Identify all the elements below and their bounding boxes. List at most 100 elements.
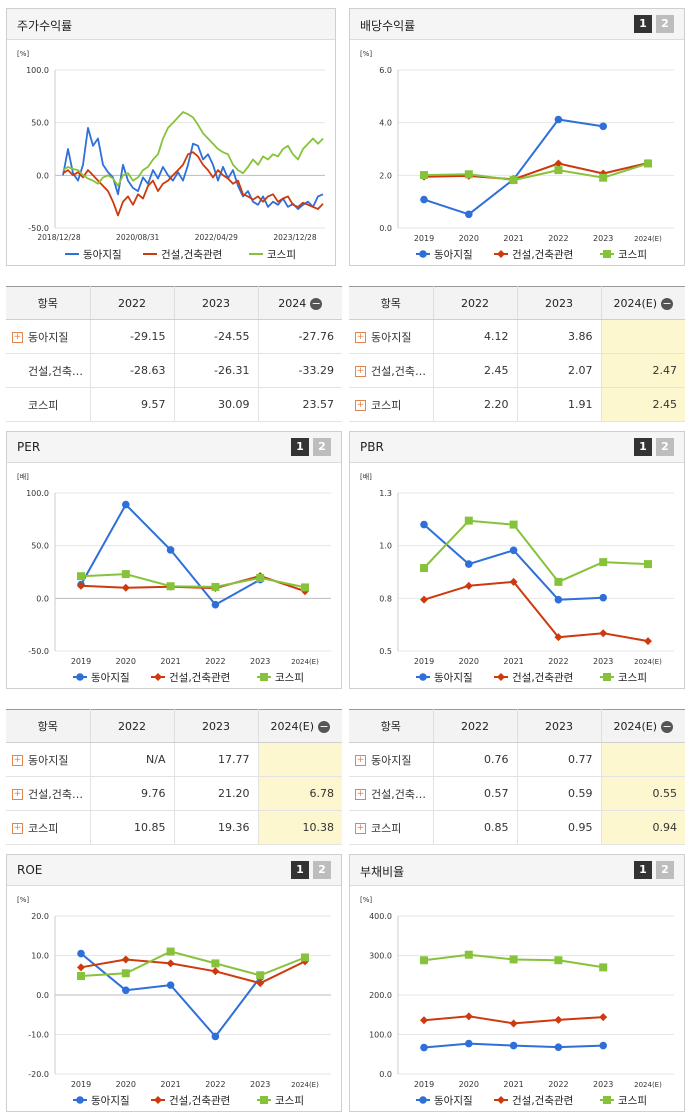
- x-tick-label: 2019: [414, 1080, 434, 1089]
- legend-label[interactable]: 코스피: [267, 249, 296, 261]
- row-label: + 동아지질: [6, 319, 90, 354]
- legend-label[interactable]: 건설,건축관련: [512, 672, 573, 684]
- data-point: [122, 986, 130, 995]
- x-tick-label: 2020: [116, 657, 136, 666]
- legend-label[interactable]: 동아지질: [434, 1095, 473, 1107]
- row-label: + 코스피: [349, 810, 433, 845]
- legend-label[interactable]: 건설,건축관련: [161, 249, 222, 261]
- data-point: [211, 959, 220, 968]
- expand-icon[interactable]: +: [355, 400, 366, 411]
- value-cell: 23.57: [257, 387, 342, 422]
- data-point: [420, 171, 428, 180]
- y-tick-label: 0.0: [36, 171, 49, 180]
- unit-label: [%]: [17, 50, 29, 58]
- y-tick-label: 0.0: [36, 991, 49, 1000]
- debt-ratio-card: 부채비율 1 2 [%] 400.0 300.0 200.0 100.0 0.0 2019 2…: [349, 854, 685, 1112]
- value-cell: -28.63: [89, 353, 174, 388]
- page-2-button[interactable]: 2: [656, 861, 674, 879]
- expand-icon[interactable]: +: [12, 332, 23, 343]
- data-point: [256, 573, 265, 582]
- legend-label[interactable]: 코스피: [618, 672, 647, 684]
- y-tick-label: 50.0: [31, 119, 49, 128]
- table-row: + 동아지질 N/A 17.77: [6, 742, 342, 777]
- header-year: 2024−: [257, 286, 342, 320]
- data-point: [554, 633, 563, 642]
- page-1-button[interactable]: 1: [634, 861, 652, 879]
- legend-label[interactable]: 코스피: [275, 1095, 304, 1107]
- collapse-icon[interactable]: −: [318, 719, 331, 733]
- legend-label[interactable]: 코스피: [618, 1095, 647, 1107]
- legend-label[interactable]: 코스피: [618, 249, 647, 261]
- data-point: [554, 159, 563, 168]
- legend-label[interactable]: 동아지질: [434, 672, 473, 684]
- page-1-button[interactable]: 1: [634, 438, 652, 456]
- expand-icon[interactable]: +: [355, 332, 366, 343]
- y-tick-label: 20.0: [31, 912, 49, 921]
- expand-icon[interactable]: +: [355, 755, 366, 766]
- value-cell: 19.36: [173, 810, 258, 845]
- page-2-button[interactable]: 2: [656, 15, 674, 33]
- expand-icon[interactable]: +: [355, 823, 366, 834]
- row-label: + 건설,건축…: [6, 776, 90, 811]
- data-point: [419, 673, 427, 681]
- x-tick-label: 2021: [160, 1080, 180, 1089]
- table-row: + 건설,건축… 2.45 2.07 2.47: [349, 353, 685, 388]
- legend: 동아지질 건설,건축관련 코스피: [73, 672, 304, 684]
- page-2-button[interactable]: 2: [656, 438, 674, 456]
- data-point: [465, 1039, 473, 1048]
- legend-label[interactable]: 건설,건축관련: [169, 1095, 230, 1107]
- collapse-icon[interactable]: −: [661, 719, 674, 733]
- expand-icon[interactable]: +: [12, 755, 23, 766]
- expand-icon[interactable]: +: [355, 366, 366, 377]
- series-2: [77, 947, 309, 981]
- value-cell: 2.45: [432, 353, 517, 388]
- legend: 동아지질 건설,건축관련 코스피: [416, 1095, 647, 1107]
- y-tick-label: 100.0: [26, 489, 49, 498]
- page-1-button[interactable]: 1: [291, 438, 309, 456]
- data-point: [603, 250, 611, 258]
- x-tick-label: 2021: [503, 1080, 523, 1089]
- y-tick-label: 6.0: [379, 66, 392, 75]
- y-tick-label: 10.0: [31, 952, 49, 961]
- data-point: [419, 250, 427, 258]
- series-0: [62, 127, 324, 210]
- y-tick-label: 0.0: [379, 224, 392, 233]
- data-point: [77, 963, 85, 972]
- expand-icon[interactable]: +: [12, 823, 23, 834]
- series-0: [420, 520, 607, 604]
- x-tick-label: 2019: [414, 234, 434, 243]
- series-2: [420, 516, 652, 586]
- legend-label[interactable]: 동아지질: [91, 672, 130, 684]
- data-point: [420, 195, 428, 204]
- data-point: [256, 979, 265, 988]
- page-2-button[interactable]: 2: [313, 438, 331, 456]
- legend-label[interactable]: 코스피: [275, 672, 304, 684]
- legend-label[interactable]: 동아지질: [83, 249, 122, 261]
- y-tick-label: 0.0: [379, 1070, 392, 1079]
- data-point: [154, 1096, 162, 1104]
- data-point: [554, 1043, 563, 1051]
- page-1-button[interactable]: 1: [291, 861, 309, 879]
- legend-label[interactable]: 건설,건축관련: [169, 672, 230, 684]
- data-point: [464, 1012, 473, 1021]
- unit-label: [배]: [17, 472, 29, 481]
- card-title: ROE: [17, 863, 43, 877]
- x-tick-label: 2022: [205, 1080, 225, 1089]
- collapse-icon[interactable]: −: [661, 296, 674, 310]
- expand-icon[interactable]: +: [355, 789, 366, 800]
- legend-label[interactable]: 건설,건축관련: [512, 1095, 573, 1107]
- roe-card: ROE 1 2 [%] 20.0 10.0 0.0 -10.0 -20.0 2019 2020…: [6, 854, 342, 1112]
- data-point: [301, 583, 309, 592]
- expand-icon[interactable]: +: [12, 789, 23, 800]
- page-1-button[interactable]: 1: [634, 15, 652, 33]
- x-tick-label: 2020/08/31: [116, 233, 159, 242]
- y-tick-label: 100.0: [26, 66, 49, 75]
- legend-label[interactable]: 동아지질: [91, 1095, 130, 1107]
- legend-label[interactable]: 동아지질: [434, 249, 473, 261]
- data-point: [599, 593, 607, 602]
- collapse-icon[interactable]: −: [310, 296, 323, 310]
- x-tick-label: 2023: [593, 1080, 613, 1089]
- legend-label[interactable]: 건설,건축관련: [512, 249, 573, 261]
- page-2-button[interactable]: 2: [313, 861, 331, 879]
